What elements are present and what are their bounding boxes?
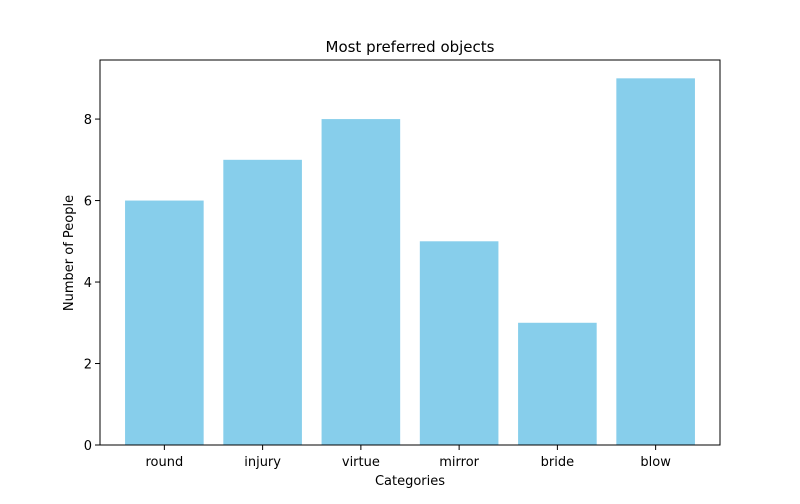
bar-blow <box>616 78 695 445</box>
y-tick-label: 2 <box>84 358 92 373</box>
x-tick-label: round <box>145 455 183 470</box>
y-axis-label: Number of People <box>62 195 77 311</box>
x-tick-label: mirror <box>439 455 479 470</box>
bar-mirror <box>419 241 499 445</box>
bar-round <box>125 200 204 445</box>
plot-frame <box>99 59 721 446</box>
y-tick-label: 0 <box>84 439 92 454</box>
x-tick-label: blow <box>640 455 671 470</box>
x-tick-label: injury <box>244 455 281 470</box>
bars-layer <box>125 78 695 446</box>
y-tick-label: 4 <box>84 276 92 291</box>
y-tick-label: 6 <box>84 195 92 210</box>
bar-bride <box>518 322 597 445</box>
y-axis-ticks: 0 2 4 6 8 <box>84 113 100 454</box>
chart-title: Most preferred objects <box>326 38 495 56</box>
x-tick-label: bride <box>541 455 574 470</box>
bar-virtue <box>321 119 401 446</box>
y-tick-label: 8 <box>84 113 92 128</box>
x-axis-ticks: round injury virtue mirror bride blow <box>145 445 671 470</box>
bar-injury <box>223 159 302 445</box>
x-tick-label: virtue <box>342 455 380 470</box>
x-axis-label: Categories <box>375 474 445 489</box>
